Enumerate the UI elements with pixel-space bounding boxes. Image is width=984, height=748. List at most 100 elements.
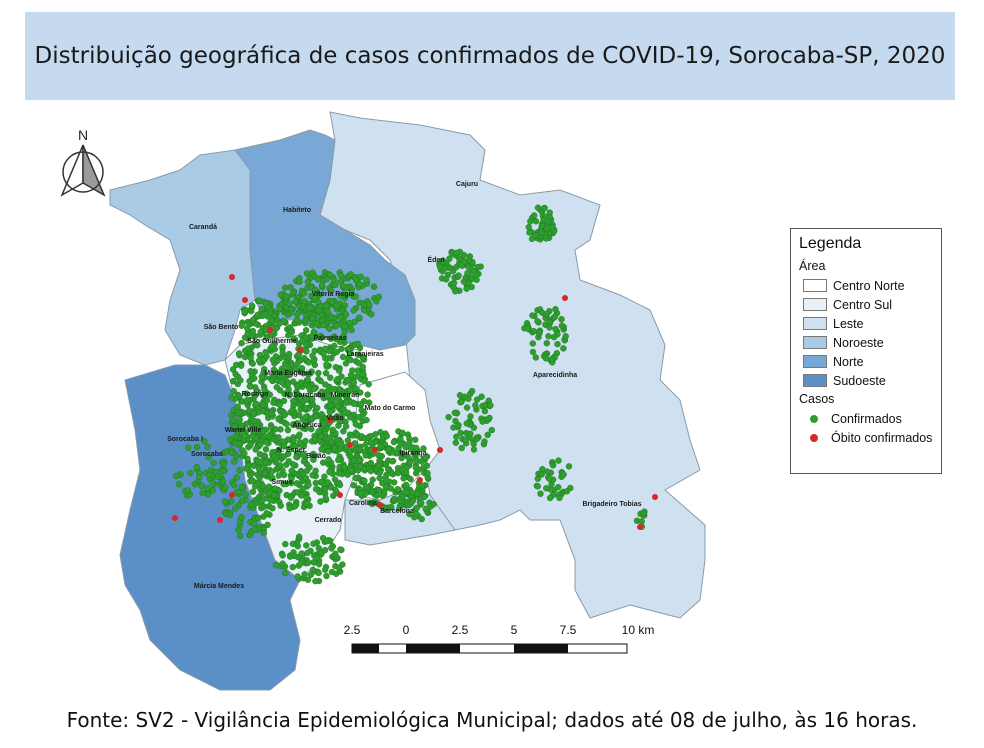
death-case-point (562, 295, 568, 301)
confirmed-case-point (308, 425, 315, 433)
legend-swatch (803, 317, 827, 330)
death-case-point (637, 524, 643, 530)
confirmed-case-point (204, 443, 211, 451)
confirmed-case-point (550, 333, 558, 341)
confirmed-case-point (543, 485, 550, 492)
confirmed-case-point (342, 360, 350, 367)
confirmed-case-point (279, 552, 286, 559)
confirmed-case-point (299, 425, 307, 432)
confirmed-case-point (312, 485, 320, 493)
confirmed-case-point (228, 449, 235, 457)
confirmed-case-point (357, 401, 365, 408)
confirmed-case-point (233, 474, 240, 481)
confirmed-case-point (303, 348, 310, 355)
confirmed-case-point (267, 497, 274, 504)
confirmed-case-point (341, 323, 348, 330)
confirmed-case-point (554, 340, 561, 348)
confirmed-case-point (309, 314, 316, 322)
confirmed-case-point (350, 400, 358, 407)
confirmed-case-point (270, 399, 277, 406)
confirmed-case-point (228, 394, 235, 401)
death-case-point (437, 447, 443, 453)
confirmed-case-point (412, 436, 419, 443)
confirmed-case-point (442, 276, 450, 283)
confirmed-case-point (349, 367, 356, 374)
place-label: Barcelona (380, 508, 414, 515)
confirmed-case-point (255, 357, 263, 364)
confirmed-case-point (418, 515, 425, 523)
confirmed-case-point (468, 387, 476, 395)
confirmed-case-point (322, 381, 329, 388)
legend-area-label: Norte (833, 354, 864, 369)
confirmed-case-point (367, 499, 374, 507)
confirmed-case-point (329, 426, 337, 434)
confirmed-case-point (236, 440, 244, 447)
confirmed-case-point (365, 381, 372, 388)
confirmed-case-point (558, 322, 566, 329)
confirmed-case-point (236, 532, 244, 540)
confirmed-case-point (250, 417, 258, 424)
confirmed-case-point (318, 478, 326, 486)
confirmed-case-point (304, 576, 312, 583)
confirmed-case-point (238, 514, 245, 521)
confirmed-case-point (350, 457, 358, 464)
confirmed-case-point (552, 306, 559, 313)
confirmed-case-point (487, 402, 494, 409)
confirmed-case-point (357, 490, 364, 497)
confirmed-case-point (333, 413, 341, 420)
confirmed-case-point (364, 391, 371, 398)
confirmed-case-point (287, 494, 295, 501)
confirmed-case-point (259, 401, 267, 408)
death-case-point (337, 492, 343, 498)
confirmed-case-point (548, 355, 556, 363)
confirmed-case-point (368, 311, 375, 318)
confirmed-case-point (288, 328, 295, 336)
confirmed-case-point (334, 376, 341, 383)
confirmed-case-point (335, 564, 343, 571)
confirmed-case-point (534, 483, 541, 490)
confirmed-case-point (472, 402, 479, 409)
confirmed-case-point (337, 445, 344, 453)
place-label: Mineirão (331, 392, 360, 399)
confirmed-case-point (332, 335, 340, 343)
confirmed-case-point (296, 278, 303, 285)
map: Cajuru Habiteto Carandá Éden Vitória Régia Sã… (40, 105, 740, 695)
place-label: Ipiranga (399, 450, 426, 457)
confirmed-case-point (305, 481, 312, 489)
confirmed-case-point (237, 362, 245, 369)
source-footnote: Fonte: SV2 - Vigilância Epidemiológica M… (66, 708, 918, 732)
confirmed-case-point (276, 320, 283, 327)
legend-area-header: Área (799, 259, 826, 273)
confirmed-case-point (296, 431, 303, 438)
confirmed-case-point (324, 479, 331, 486)
confirmed-case-point (260, 428, 267, 435)
confirmed-case-point (247, 441, 254, 449)
confirmed-case-point (412, 464, 419, 471)
confirmed-case-point (376, 486, 383, 494)
confirmed-case-point (285, 350, 293, 358)
confirmed-case-point (268, 468, 276, 475)
confirmed-case-point (269, 356, 277, 364)
confirmed-case-point (337, 439, 345, 446)
confirmed-case-point (262, 446, 270, 453)
confirmed-case-point (275, 416, 282, 423)
confirmed-case-point (335, 470, 342, 477)
confirmed-case-point (397, 435, 404, 442)
confirmed-case-point (230, 388, 237, 395)
legend-area-label: Centro Norte (833, 278, 905, 293)
confirmed-case-point (529, 348, 537, 356)
confirmed-case-point (287, 370, 294, 377)
confirmed-case-point (323, 537, 331, 545)
confirmed-case-point (220, 461, 227, 468)
confirmed-case-point (285, 458, 293, 465)
confirmed-case-point (481, 401, 489, 409)
confirmed-case-point (456, 392, 464, 399)
confirmed-case-point (294, 489, 302, 496)
place-label: São Bento (204, 324, 239, 331)
confirmed-case-point (451, 409, 459, 416)
confirmed-case-point (244, 325, 251, 332)
confirmed-case-point (263, 439, 270, 446)
confirmed-case-point (325, 448, 332, 455)
confirmed-case-point (337, 314, 345, 321)
confirmed-case-point (534, 204, 542, 211)
